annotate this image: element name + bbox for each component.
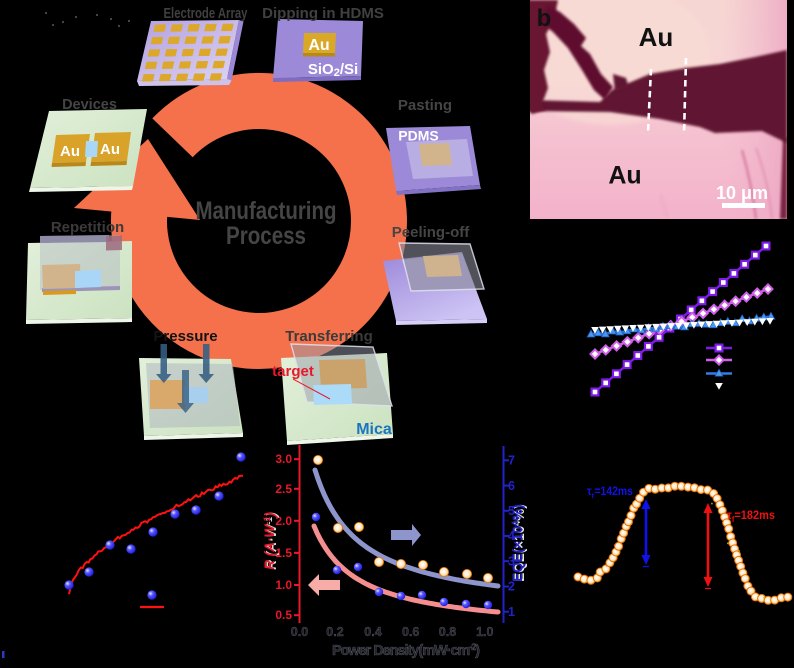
svg-text:1.5: 1.5 [275, 546, 292, 560]
svg-text:EQE(×104%): EQE(×104%) [510, 504, 525, 581]
svg-text:2.0: 2.0 [275, 514, 292, 528]
svg-text:Manufacturing: Manufacturing [196, 197, 337, 225]
svg-text:7: 7 [508, 454, 515, 468]
svg-text:τr=142ms: τr=142ms [587, 484, 633, 500]
svg-text:10 μm: 10 μm [716, 183, 768, 203]
svg-text:5: 5 [508, 504, 515, 518]
svg-text:3.0: 3.0 [275, 452, 292, 466]
svg-text:Transferring: Transferring [285, 328, 373, 345]
svg-text:Au: Au [639, 22, 674, 52]
svg-text:Au: Au [308, 37, 329, 54]
svg-text:τf=182ms: τf=182ms [727, 508, 775, 524]
svg-text:target: target [272, 363, 314, 380]
svg-text:R (A·W-1): R (A·W-1) [262, 512, 277, 570]
svg-text:Devices: Devices [62, 97, 117, 113]
svg-text:0.4: 0.4 [364, 625, 381, 639]
svg-text:0.2: 0.2 [326, 625, 343, 639]
svg-text:6: 6 [508, 479, 515, 493]
svg-text:0.6: 0.6 [402, 625, 419, 639]
svg-text:1.0: 1.0 [275, 578, 292, 592]
svg-text:0.0: 0.0 [291, 625, 308, 639]
svg-text:3: 3 [508, 554, 515, 568]
svg-text:2.5: 2.5 [275, 482, 292, 496]
svg-text:SiO2/Si: SiO2/Si [308, 61, 358, 79]
svg-text:Process: Process [226, 222, 306, 250]
svg-text:Au: Au [60, 143, 80, 160]
svg-text:Dipping in HDMS: Dipping in HDMS [262, 5, 384, 22]
svg-text:Pasting: Pasting [398, 97, 452, 114]
svg-text:0.5: 0.5 [275, 608, 292, 622]
svg-text:Au: Au [100, 141, 120, 158]
svg-text:1.0: 1.0 [476, 625, 493, 639]
svg-text:PDMS: PDMS [398, 128, 438, 144]
svg-text:Au: Au [608, 162, 641, 190]
svg-text:Pressure: Pressure [153, 328, 217, 345]
svg-text:Repetition: Repetition [51, 219, 124, 236]
svg-text:R (A·W-1): R (A·W-1) [264, 512, 279, 570]
svg-text:Mica: Mica [356, 421, 392, 438]
svg-text:Power Density(mW·cm-2): Power Density(mW·cm-2) [332, 642, 480, 659]
svg-text:Peeling-off: Peeling-off [392, 224, 471, 241]
svg-text:1: 1 [508, 605, 515, 619]
svg-text:4: 4 [508, 529, 515, 543]
svg-text:b: b [537, 5, 552, 32]
svg-text:Electrode Array: Electrode Array [164, 6, 248, 22]
svg-text:0.8: 0.8 [439, 625, 456, 639]
svg-text:2: 2 [508, 580, 515, 594]
